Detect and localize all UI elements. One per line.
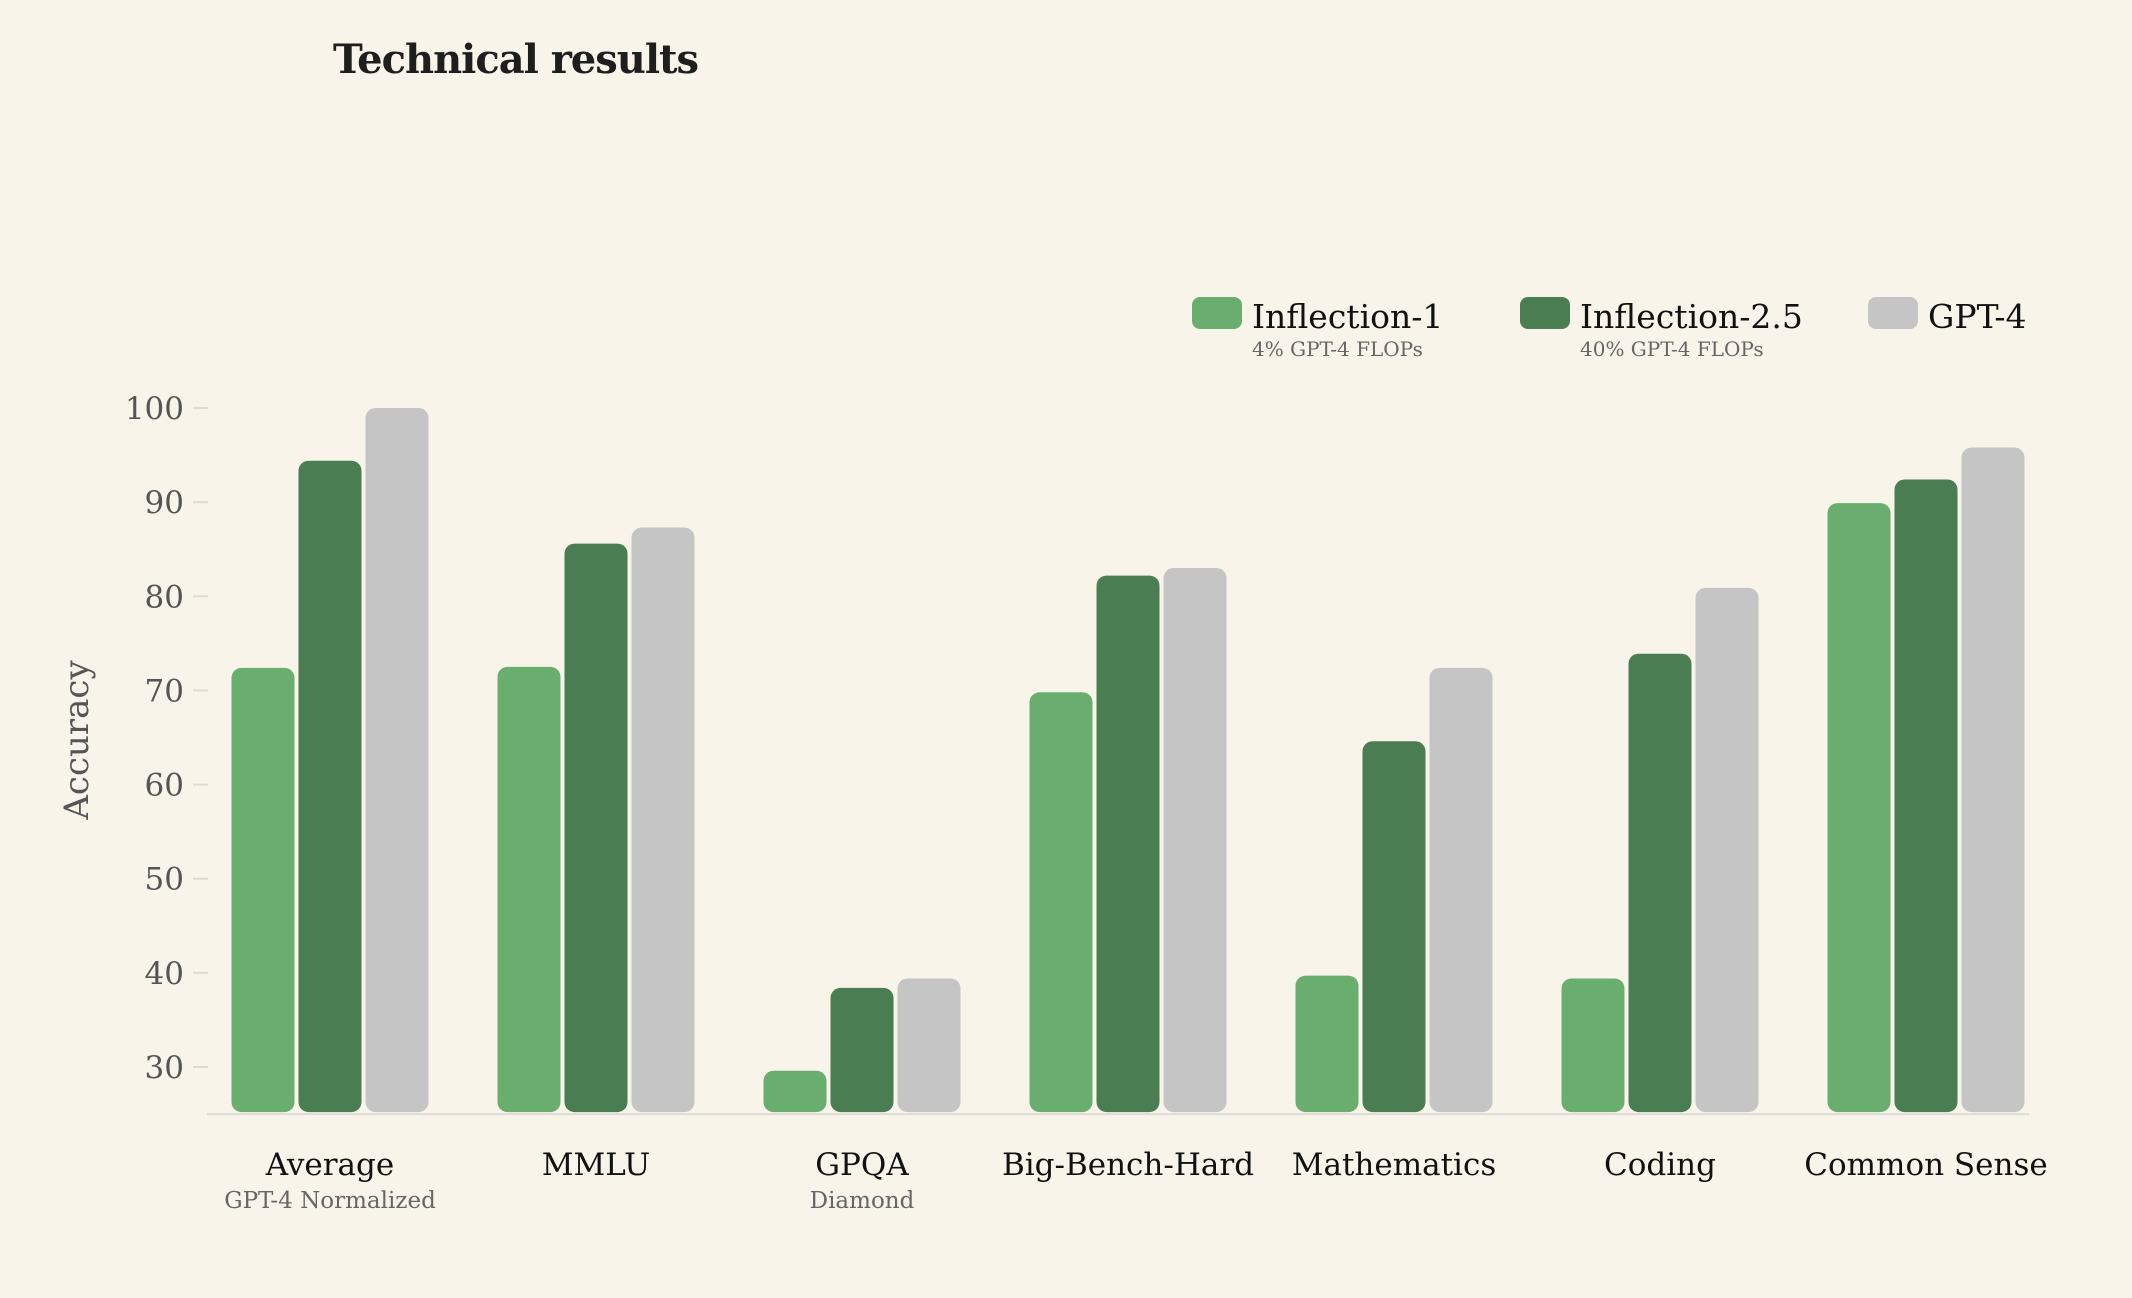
bar-inflection-2-5 (298, 460, 362, 1113)
legend-label: Inflection-1 (1252, 297, 1443, 336)
legend-label: GPT-4 (1928, 297, 2026, 336)
bar-inflection-1 (763, 1070, 827, 1113)
y-tick-label: 40 (145, 956, 184, 992)
y-tick-label: 90 (145, 485, 184, 521)
legend-swatch (1192, 297, 1242, 329)
bar-inflection-1 (231, 667, 295, 1113)
bar-inflection-2-5 (1894, 479, 1958, 1113)
x-tick-label: Common Sense (1804, 1147, 2047, 1183)
bar-gpt-4 (1961, 447, 2025, 1113)
x-tick-label: Average (265, 1147, 394, 1183)
bar-inflection-2-5 (1362, 741, 1426, 1113)
bar-gpt-4 (1163, 568, 1227, 1113)
y-tick-label: 30 (145, 1050, 184, 1086)
legend-label: Inflection-2.5 (1580, 297, 1803, 336)
y-tick-label: 100 (125, 391, 184, 427)
bar-gpt-4 (365, 408, 429, 1113)
y-tick-label: 60 (145, 768, 184, 804)
y-axis-label: Accuracy (57, 660, 97, 821)
bar-inflection-1 (1029, 692, 1093, 1113)
y-tick-label: 70 (145, 673, 184, 709)
x-tick-sublabel: GPT-4 Normalized (224, 1188, 436, 1214)
bar-inflection-2-5 (1096, 575, 1160, 1113)
x-tick-label: Mathematics (1292, 1147, 1497, 1183)
bar-gpt-4 (1429, 667, 1493, 1113)
bar-gpt-4 (631, 527, 695, 1113)
bar-gpt-4 (1695, 587, 1759, 1113)
legend-note: 40% GPT-4 FLOPs (1580, 337, 1764, 361)
bar-inflection-2-5 (830, 987, 894, 1113)
bar-inflection-2-5 (1628, 653, 1692, 1113)
chart-title: Technical results (333, 36, 699, 83)
x-tick-label: Coding (1604, 1147, 1716, 1183)
y-tick-label: 50 (145, 862, 184, 898)
x-tick-label: Big-Bench-Hard (1002, 1147, 1254, 1183)
legend-swatch (1868, 297, 1918, 329)
bar-inflection-2-5 (564, 543, 628, 1113)
bar-inflection-1 (497, 666, 561, 1113)
x-tick-label: MMLU (542, 1147, 651, 1183)
x-tick-sublabel: Diamond (810, 1188, 915, 1214)
bar-inflection-1 (1295, 975, 1359, 1113)
y-tick-label: 80 (145, 579, 184, 615)
legend-swatch (1520, 297, 1570, 329)
x-tick-label: GPQA (815, 1147, 909, 1183)
bar-inflection-1 (1827, 503, 1891, 1113)
bar-gpt-4 (897, 978, 961, 1113)
legend-note: 4% GPT-4 FLOPs (1252, 337, 1423, 361)
bar-inflection-1 (1561, 978, 1625, 1113)
